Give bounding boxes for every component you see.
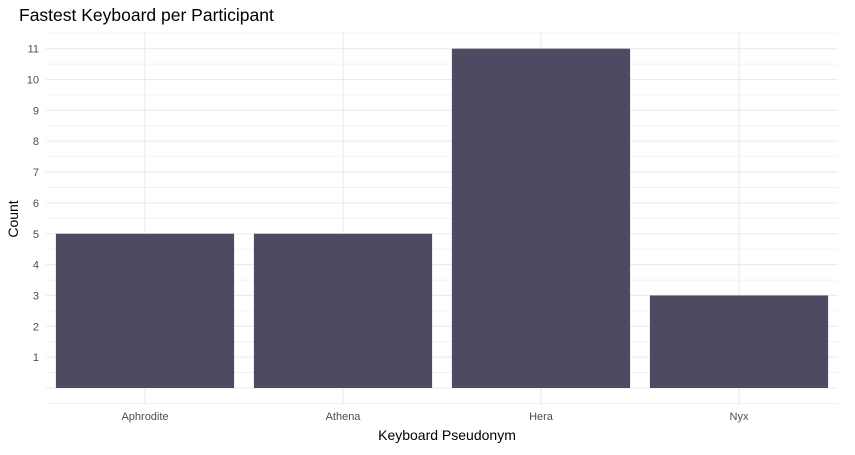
x-tick-label: Aphrodite [121, 411, 168, 423]
y-tick-label: 8 [33, 136, 39, 148]
y-tick-label: 6 [33, 198, 39, 210]
y-tick-label: 9 [33, 105, 39, 117]
x-tick-label: Hera [529, 411, 554, 423]
bars [55, 48, 829, 389]
chart-title: Fastest Keyboard per Participant [19, 5, 274, 25]
y-axis-label: Count [5, 200, 21, 237]
y-axis-ticks: 1 2 3 4 5 6 7 8 9 10 11 [27, 44, 39, 364]
bar-hera [451, 48, 631, 389]
y-tick-label: 3 [33, 290, 39, 302]
y-tick-label: 11 [28, 44, 39, 56]
y-tick-label: 7 [33, 167, 39, 179]
bar-aphrodite [55, 233, 235, 388]
x-tick-label: Athena [326, 411, 362, 423]
x-axis-ticks: Aphrodite Athena Hera Nyx [121, 411, 749, 423]
x-axis-label: Keyboard Pseudonym [378, 427, 516, 443]
y-tick-label: 5 [33, 229, 39, 241]
bar-nyx [649, 295, 829, 388]
x-tick-label: Nyx [730, 411, 749, 423]
bar-athena [253, 233, 433, 388]
y-tick-label: 4 [33, 260, 39, 272]
y-tick-label: 1 [33, 352, 39, 364]
y-tick-label: 10 [27, 75, 39, 87]
y-tick-label: 2 [33, 321, 39, 333]
